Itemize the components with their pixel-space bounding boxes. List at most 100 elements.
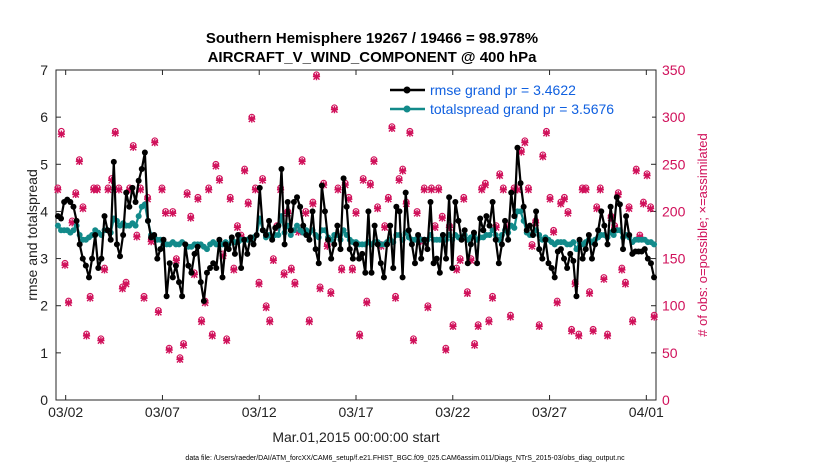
obs-assimilated-point [384,195,392,203]
rmse-point [262,232,269,238]
rmse-point [349,255,356,262]
rmse-point [104,227,111,234]
obs-assimilated-point [334,186,342,194]
rmse-point [498,241,505,248]
rmse-point [439,232,446,238]
rmse-point [346,246,353,253]
obs-assimilated-point [603,332,612,340]
obs-assimilated-point [61,261,69,269]
rmse-series [54,144,658,304]
totalspread-point [486,232,493,238]
rmse-point [467,241,474,248]
rmse-point [480,227,487,234]
y-tick-label: 3 [40,251,48,267]
obs-assimilated-point [363,299,371,307]
rmse-point [191,250,198,257]
legend-rmse-label: rmse grand pr = 3.4622 [430,82,576,98]
obs-assimilated-point [79,205,87,213]
rmse-point [408,241,415,248]
rmse-point [219,274,226,281]
rmse-point [281,241,288,248]
y-right-tick-label: 200 [662,203,686,219]
obs-assimilated-point [485,318,493,326]
rmse-point [284,199,291,205]
totalspread-point [54,222,61,229]
rmse-point [356,255,363,262]
obs-assimilated-point [172,256,180,265]
obs-assimilated-point [316,285,324,293]
rmse-point [607,203,614,210]
rmse-point [169,274,176,281]
obs-assimilated-point [215,176,224,184]
obs-assimilated-point [122,280,130,288]
obs-assimilated-point [151,139,159,147]
x-tick-label: 03/27 [532,404,567,420]
rmse-point [163,293,170,300]
obs-assimilated-point [413,209,421,217]
rmse-point [197,279,204,286]
rmse-point [160,236,167,243]
y-tick-label: 4 [40,203,48,219]
obs-assimilated-point [176,355,184,364]
obs-assimilated-point [179,341,188,349]
rmse-point [545,260,552,267]
obs-assimilated-point [492,223,500,232]
rmse-point [188,269,195,276]
rmse-point [536,246,543,253]
obs-assimilated-point [97,337,105,345]
obs-assimilated-point [366,181,374,189]
rmse-point [213,265,220,271]
rmse-point [424,246,431,253]
y-right-tick-label: 50 [662,345,678,361]
totalspread-point [651,241,658,248]
rmse-point [647,260,654,267]
totalspread-point [275,232,282,238]
rmse-point [110,158,117,165]
rmse-point [101,213,108,220]
rmse-point [107,236,114,243]
rmse-point [601,222,608,229]
rmse-point [443,255,450,262]
obs-assimilated-point [456,256,464,265]
y-right-tick-label: 350 [662,62,686,78]
x-tick-label: 03/17 [338,404,373,420]
rmse-point [337,246,344,253]
rmse-point [70,203,77,210]
rmse-point [117,253,124,260]
rmse-point [449,265,456,271]
rmse-point [334,222,341,229]
rmse-point [67,199,74,205]
rmse-point [561,255,568,262]
obs-assimilated-point [298,157,306,166]
obs-assimilated-point [460,195,468,203]
rmse-point [452,199,459,205]
obs-assimilated-point [165,346,173,354]
rmse-point [228,234,235,241]
rmse-point [377,260,384,267]
rmse-point [610,227,617,234]
obs-assimilated-point [190,271,198,279]
rmse-point [551,274,558,281]
obs-assimilated-point [589,327,597,335]
totalspread-point [511,224,518,231]
rmse-point [290,199,297,205]
obs-assimilated-point [442,346,450,354]
obs-assimilated-point [126,186,134,194]
rmse-point [247,234,254,241]
rmse-point [613,194,620,201]
rmse-point [269,236,276,243]
rmse-point [582,246,589,253]
rmse-point [151,232,158,238]
rmse-point [570,257,577,264]
y-axis-right: 0 50 100 150 200 250 300 350 [651,62,686,408]
rmse-point [470,229,477,236]
rmse-point [623,213,630,220]
rmse-point [511,213,518,220]
rmse-point [250,241,257,248]
obs-assimilated-point [553,299,561,307]
rmse-point [371,222,378,229]
rmse-point [244,250,251,257]
rmse-point [387,222,394,229]
obs-assimilated-point [424,304,432,312]
obs-assimilated-point [54,186,62,194]
